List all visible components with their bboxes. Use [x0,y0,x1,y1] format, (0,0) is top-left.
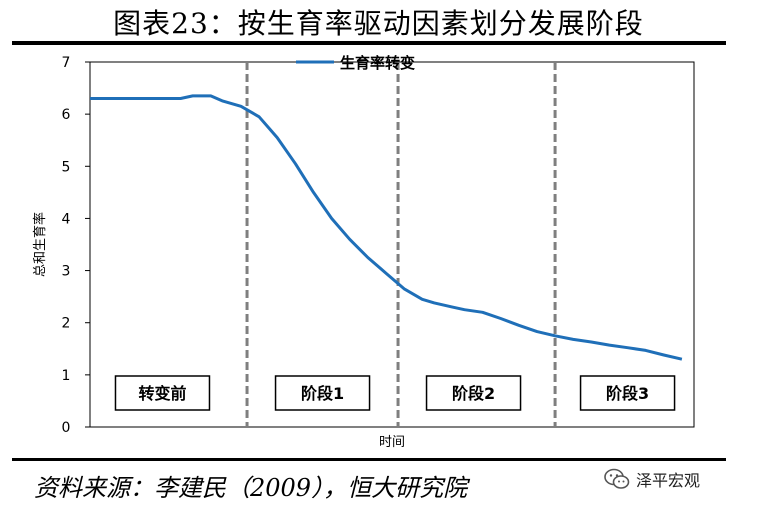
y-tick-label: 0 [62,420,71,436]
y-tick-label: 2 [62,316,71,332]
y-tick-label: 6 [62,107,71,123]
footer-divider [12,458,726,461]
stage-box [425,375,522,411]
y-axis-label: 总和生育率 [32,212,48,277]
stage-box [274,375,371,411]
stage-label: 阶段2 [452,384,495,403]
x-axis-label: 时间 [379,435,405,450]
wechat-icon [604,468,630,489]
legend-label: 生育率转变 [340,54,415,72]
stage-box [114,375,211,411]
source-note: 资料来源：李建民（2009），恒大研究院 [34,474,468,502]
plot-frame [89,61,695,428]
stage-label: 转变前 [138,384,186,403]
stage-dividers [245,62,557,427]
y-tick-label: 1 [62,368,71,384]
stage-label: 阶段3 [606,384,649,403]
y-tick-label: 3 [62,264,71,280]
y-tick-label: 4 [62,211,71,227]
plot-lines [90,94,683,361]
y-tick-label: 5 [62,159,71,175]
stage-labels: 转变前 阶段1 阶段2 阶段3 [114,375,676,411]
chart-title: 图表23：按生育率驱动因素划分发展阶段 [113,7,644,40]
series-line-fertility-transition [90,94,683,361]
y-tick-label: 7 [62,55,71,71]
watermark-label: 泽平宏观 [636,471,701,490]
watermark: 泽平宏观 [604,466,700,492]
stage-box [579,375,676,411]
stage-label: 阶段1 [301,384,344,403]
title-divider [12,41,726,45]
chart-legend: 生育率转变 [296,54,415,72]
